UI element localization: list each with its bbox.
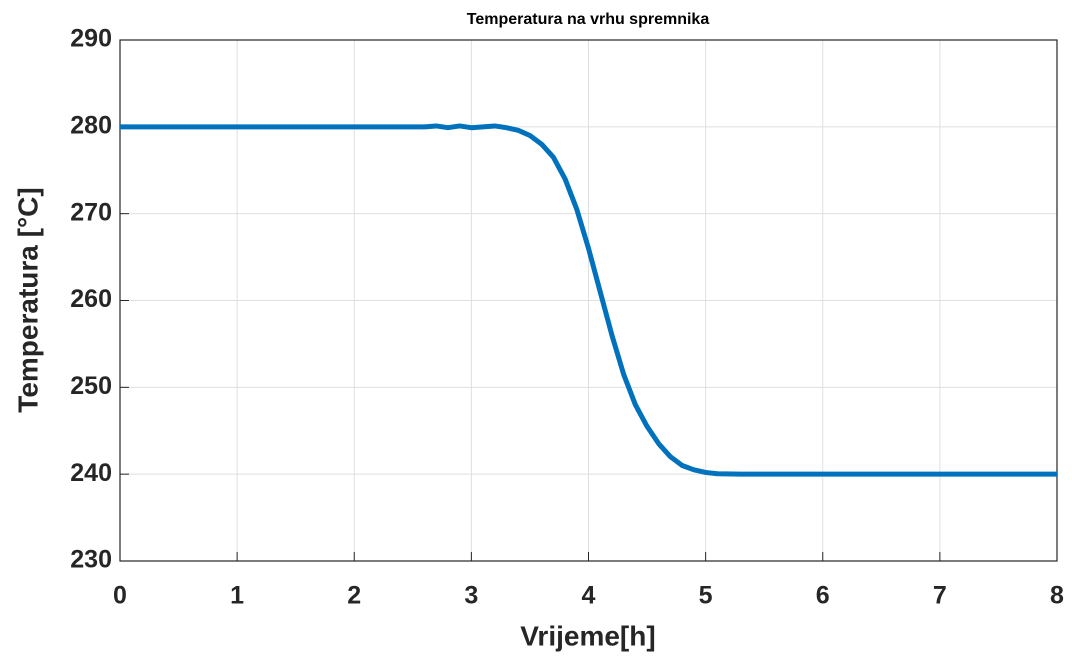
y-axis-label: Temperatura [°C] <box>12 187 43 412</box>
y-tick-label: 280 <box>70 111 112 139</box>
x-tick-label: 6 <box>816 582 830 610</box>
y-tick-label: 260 <box>70 285 112 313</box>
y-tick-label: 240 <box>70 459 112 487</box>
chart-title: Temperatura na vrhu spremnika <box>467 11 710 28</box>
x-tick-label: 4 <box>582 582 596 610</box>
x-tick-label: 5 <box>699 582 713 610</box>
x-axis-label: Vrijeme[h] <box>520 620 655 651</box>
x-tick-label: 2 <box>347 582 361 610</box>
x-tick-label: 8 <box>1050 582 1064 610</box>
y-tick-label: 250 <box>70 372 112 400</box>
y-tick-label: 290 <box>70 25 112 53</box>
x-tick-label: 7 <box>933 582 947 610</box>
y-tick-label: 230 <box>70 546 112 574</box>
y-tick-label: 270 <box>70 198 112 226</box>
plot-frame <box>119 39 1058 562</box>
x-tick-label: 0 <box>113 582 127 610</box>
x-tick-label: 1 <box>230 582 244 610</box>
x-tick-label: 3 <box>464 582 478 610</box>
data-line <box>120 123 1057 477</box>
